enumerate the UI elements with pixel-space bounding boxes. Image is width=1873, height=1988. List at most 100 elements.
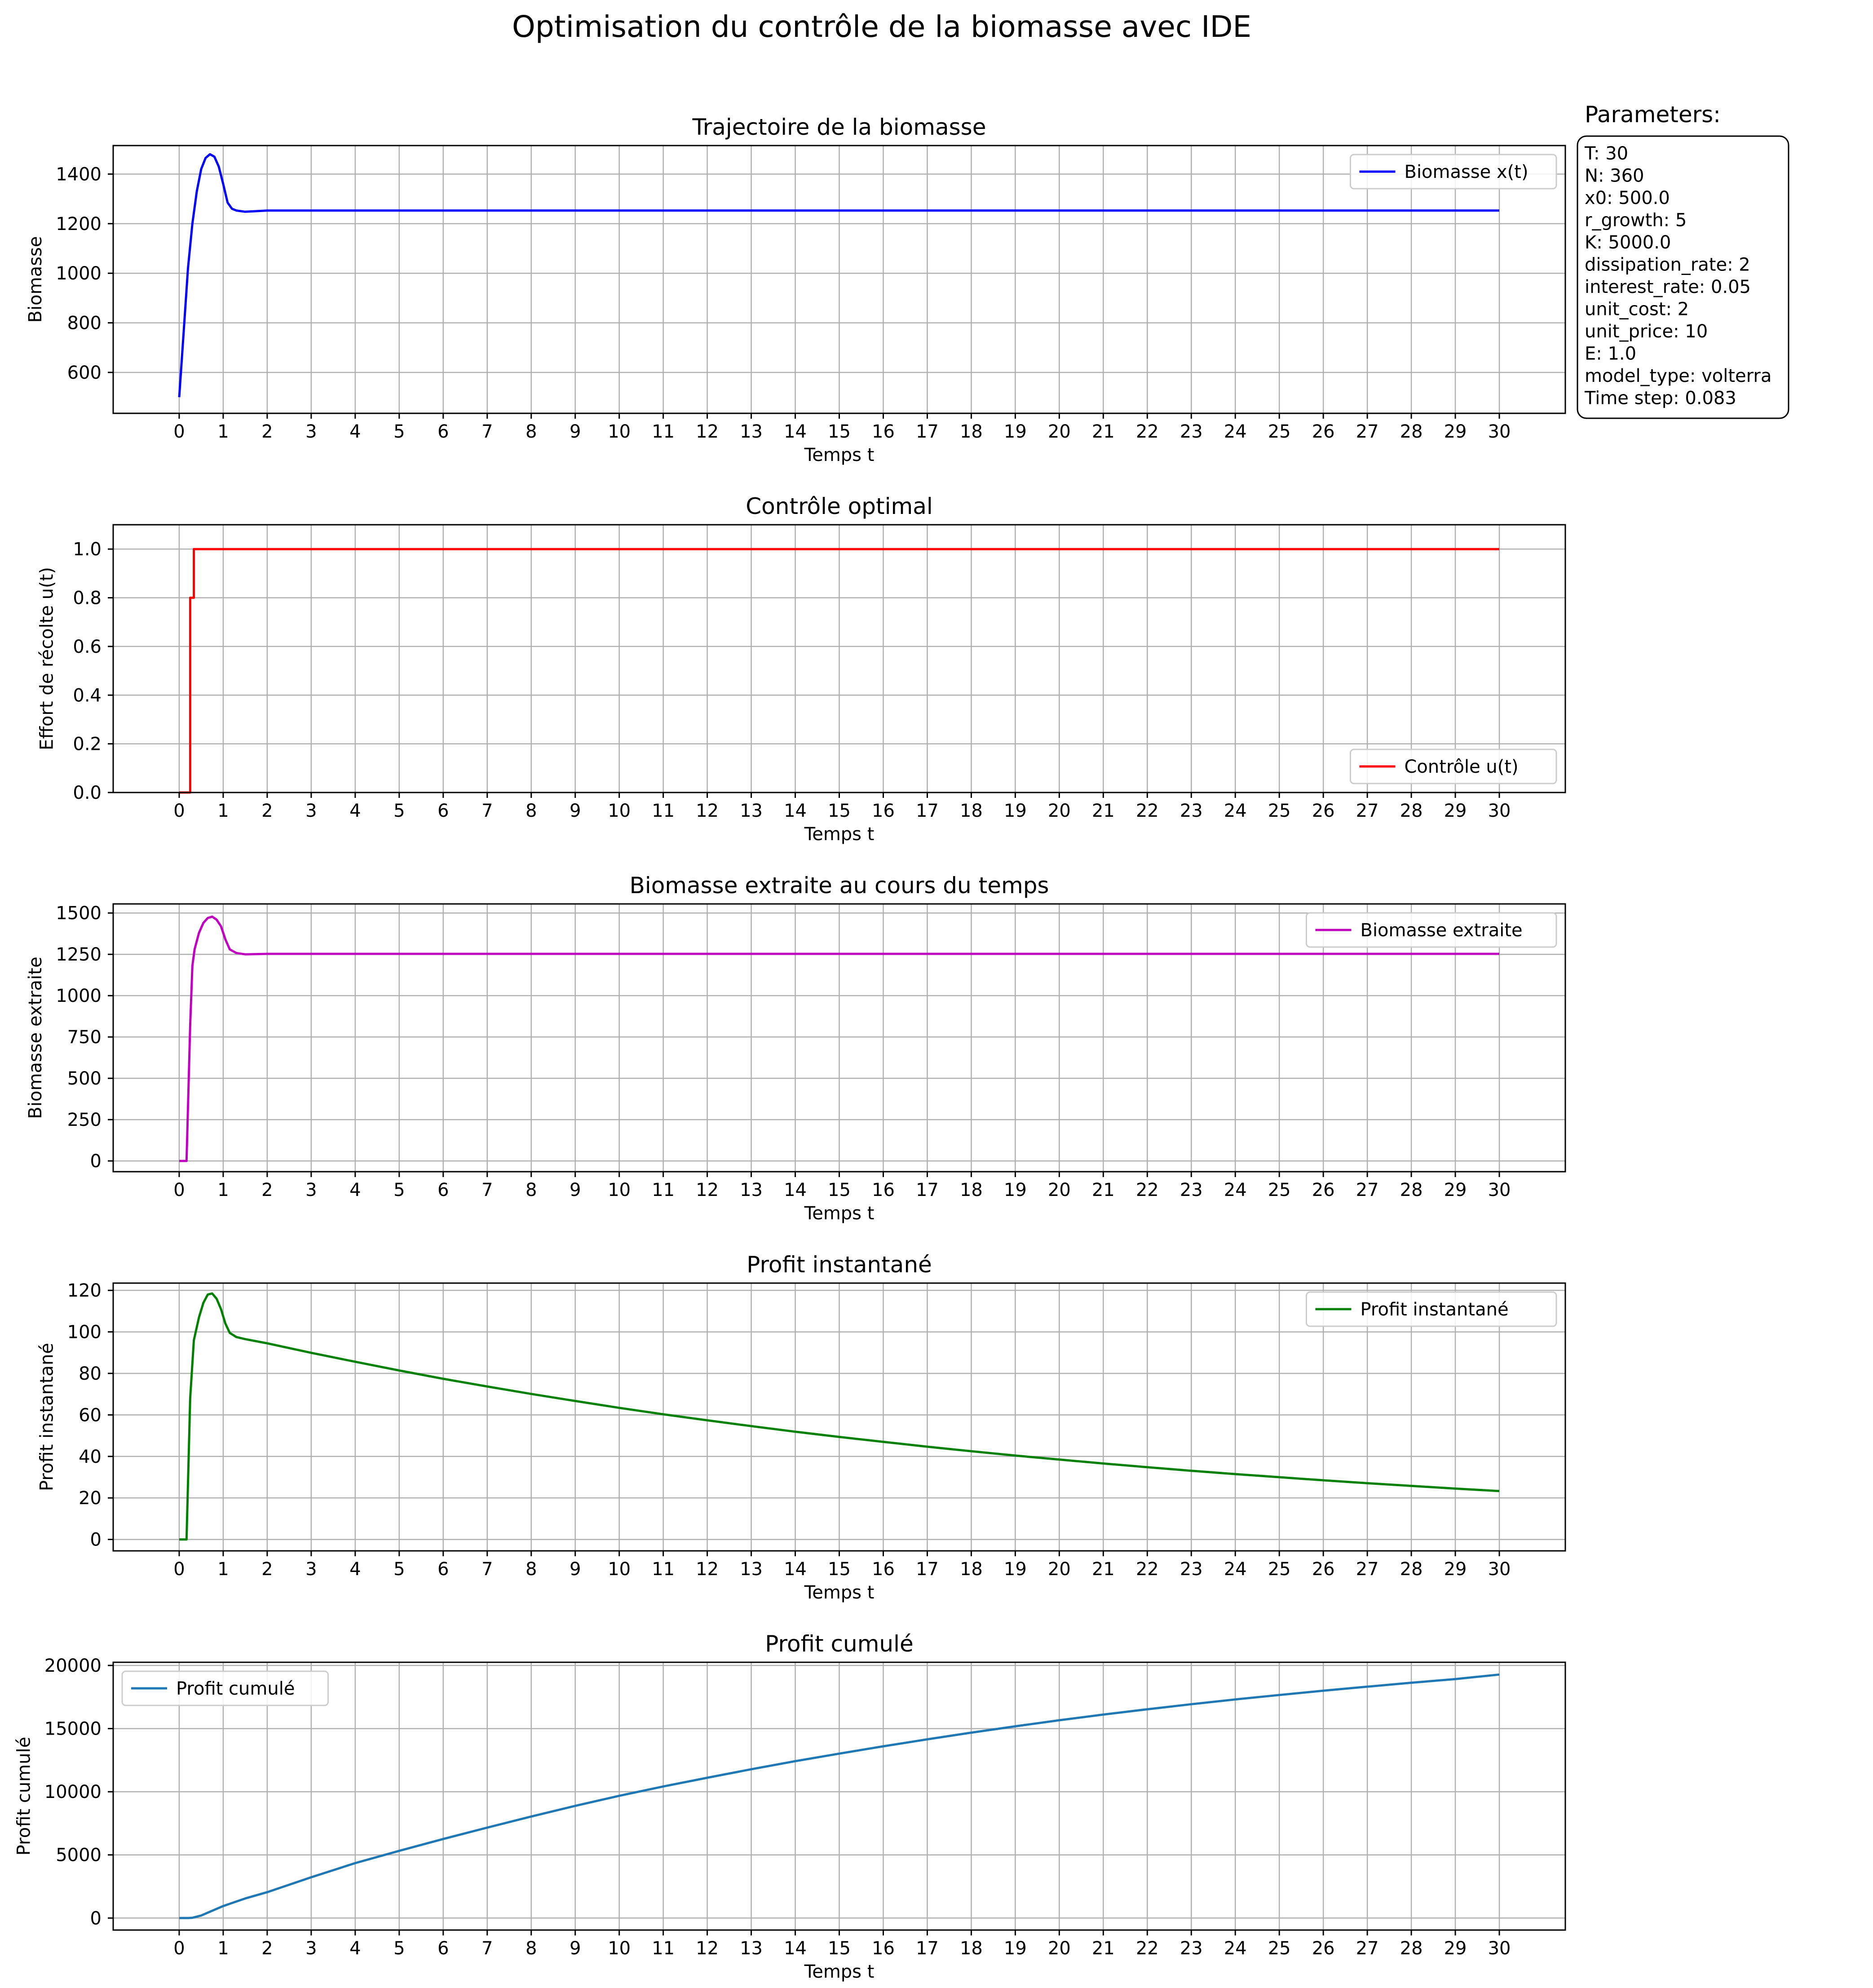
chart-panels: 0 1 2 3 4 5 6 7 8 9 10 11 12 13 14 15 16 17 18 19 20 21 22 23 24… xyxy=(14,114,1566,1982)
x-tick-label: 26 xyxy=(1312,1559,1335,1580)
x-tick-label: 21 xyxy=(1092,1938,1115,1959)
parameter-line: T: 30 xyxy=(1584,143,1628,164)
y-tick-label: 0.6 xyxy=(73,637,102,657)
x-tick-label: 6 xyxy=(437,1559,449,1580)
parameter-line: r_growth: 5 xyxy=(1585,210,1687,231)
x-tick-label: 4 xyxy=(349,1938,361,1959)
chart-panel: 0 1 2 3 4 5 6 7 8 9 10 11 12 13 14 15 16 17 18 19 20 21 22 23 24… xyxy=(25,872,1566,1224)
x-tick-label: 8 xyxy=(526,1180,537,1200)
x-tick-label: 20 xyxy=(1048,1180,1071,1200)
chart-panel: 0 1 2 3 4 5 6 7 8 9 10 11 12 13 14 15 16 17 18 19 20 21 22 23 24… xyxy=(37,1252,1566,1603)
x-axis-label: Temps t xyxy=(804,1203,875,1224)
x-tick-label: 5 xyxy=(393,421,405,442)
y-axis-label: Profit instantané xyxy=(37,1343,57,1491)
series-line xyxy=(178,153,1499,398)
legend-label: Profit instantané xyxy=(1361,1299,1509,1320)
x-tick-label: 28 xyxy=(1400,1559,1423,1580)
y-tick-label: 0.2 xyxy=(73,734,102,755)
legend: Profit cumulé xyxy=(121,1670,329,1706)
series-line xyxy=(179,915,1499,1162)
x-tick-label: 30 xyxy=(1488,801,1511,821)
x-tick-label: 12 xyxy=(696,1559,719,1580)
x-tick-label: 16 xyxy=(872,801,895,821)
panel-title: Profit instantané xyxy=(747,1252,932,1278)
x-tick-label: 22 xyxy=(1136,1938,1159,1959)
x-tick-label: 14 xyxy=(784,1938,807,1959)
x-tick-label: 3 xyxy=(305,801,317,821)
x-tick-label: 25 xyxy=(1268,421,1291,442)
y-axis-label: Biomasse extraite xyxy=(25,956,46,1119)
x-tick-label: 23 xyxy=(1180,1559,1203,1580)
x-tick-label: 23 xyxy=(1180,421,1203,442)
parameter-line: model_type: volterra xyxy=(1585,366,1771,386)
x-tick-label: 1 xyxy=(217,1938,229,1959)
x-tick-label: 13 xyxy=(740,1180,763,1200)
x-tick-label: 10 xyxy=(608,1938,631,1959)
x-tick-label: 1 xyxy=(217,421,229,442)
x-tick-label: 25 xyxy=(1268,1559,1291,1580)
x-tick-label: 7 xyxy=(482,1180,493,1200)
x-tick-label: 12 xyxy=(696,421,719,442)
y-axis-label: Biomasse xyxy=(25,236,46,323)
y-tick-label: 250 xyxy=(67,1110,102,1130)
x-tick-label: 23 xyxy=(1180,1180,1203,1200)
x-tick-label: 30 xyxy=(1488,421,1511,442)
x-tick-label: 22 xyxy=(1136,1559,1159,1580)
series-line xyxy=(179,1292,1500,1541)
x-tick-label: 12 xyxy=(696,1180,719,1200)
x-tick-label: 19 xyxy=(1004,421,1027,442)
x-tick-label: 14 xyxy=(784,1559,807,1580)
x-tick-label: 0 xyxy=(173,1938,185,1959)
x-tick-label: 23 xyxy=(1180,801,1203,821)
x-tick-label: 29 xyxy=(1444,1559,1467,1580)
x-tick-label: 11 xyxy=(652,1559,675,1580)
x-tick-label: 7 xyxy=(482,421,493,442)
x-tick-label: 14 xyxy=(784,421,807,442)
x-tick-label: 11 xyxy=(652,1180,675,1200)
x-tick-label: 13 xyxy=(740,421,763,442)
y-tick-label: 600 xyxy=(67,363,102,383)
legend-frame xyxy=(1306,912,1557,948)
chart-panel: 0 1 2 3 4 5 6 7 8 9 10 11 12 13 14 15 16 17 18 19 20 21 22 23 24… xyxy=(14,1631,1566,1982)
parameter-line: x0: 500.0 xyxy=(1585,188,1670,208)
x-tick-label: 28 xyxy=(1400,1938,1423,1959)
parameter-line: Time step: 0.083 xyxy=(1584,388,1736,409)
x-tick-label: 10 xyxy=(608,801,631,821)
x-tick-label: 3 xyxy=(305,421,317,442)
x-tick-label: 29 xyxy=(1444,421,1467,442)
x-tick-label: 30 xyxy=(1488,1559,1511,1580)
y-tick-label: 80 xyxy=(79,1364,102,1384)
x-axis-label: Temps t xyxy=(804,1582,875,1603)
y-tick-label: 5000 xyxy=(56,1845,102,1866)
x-tick-label: 2 xyxy=(261,1938,273,1959)
x-tick-label: 28 xyxy=(1400,1180,1423,1200)
x-tick-label: 22 xyxy=(1136,1180,1159,1200)
x-tick-label: 5 xyxy=(393,1559,405,1580)
parameter-line: N: 360 xyxy=(1585,166,1644,186)
x-tick-label: 9 xyxy=(570,801,581,821)
y-axis-label: Effort de récolte u(t) xyxy=(37,567,57,750)
x-tick-label: 10 xyxy=(608,1559,631,1580)
x-tick-label: 8 xyxy=(526,421,537,442)
x-tick-label: 5 xyxy=(393,1180,405,1200)
x-axis-label: Temps t xyxy=(804,824,875,845)
x-tick-label: 7 xyxy=(482,1938,493,1959)
x-tick-label: 29 xyxy=(1444,1180,1467,1200)
x-tick-label: 2 xyxy=(261,1559,273,1580)
x-tick-label: 6 xyxy=(437,1180,449,1200)
x-tick-label: 9 xyxy=(570,421,581,442)
x-tick-label: 26 xyxy=(1312,801,1335,821)
x-tick-label: 9 xyxy=(570,1938,581,1959)
x-tick-label: 21 xyxy=(1092,801,1115,821)
x-tick-label: 2 xyxy=(261,1180,273,1200)
x-tick-label: 7 xyxy=(482,801,493,821)
y-tick-label: 1400 xyxy=(56,164,102,185)
x-tick-label: 8 xyxy=(526,1559,537,1580)
grid xyxy=(113,1662,1565,1930)
parameter-line: unit_price: 10 xyxy=(1585,321,1708,342)
legend-label: Biomasse x(t) xyxy=(1405,162,1528,182)
parameter-line: E: 1.0 xyxy=(1585,344,1636,364)
x-tick-label: 2 xyxy=(261,801,273,821)
x-tick-label: 15 xyxy=(828,1938,851,1959)
x-tick-label: 1 xyxy=(217,1559,229,1580)
